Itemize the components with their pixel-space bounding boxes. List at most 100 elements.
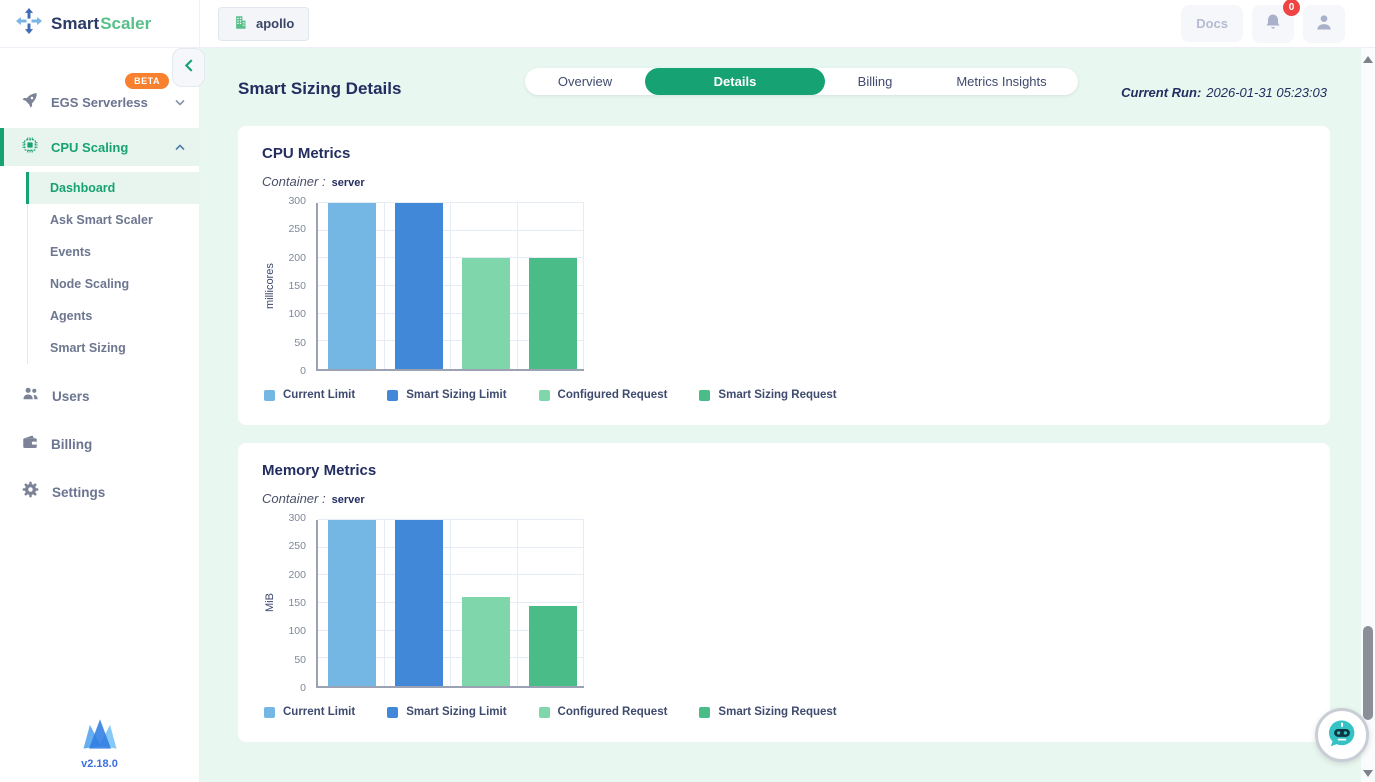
- y-tick-200: 200: [288, 568, 306, 581]
- card-title: CPU Metrics: [262, 145, 351, 162]
- legend-item-smart-sizing-request[interactable]: Smart Sizing Request: [699, 389, 837, 401]
- sidebar-item-cpu-scaling[interactable]: CPU Scaling: [0, 128, 199, 166]
- user-icon: [1314, 12, 1334, 35]
- sidebar-item-egs-serverless[interactable]: EGS Serverless BETA: [0, 73, 199, 122]
- y-axis-unit-label: MiB: [264, 593, 276, 613]
- sidebar-item-billing[interactable]: Billing: [0, 420, 199, 468]
- y-tick-300: 300: [288, 195, 306, 207]
- legend-item-current-limit[interactable]: Current Limit: [264, 389, 355, 401]
- page-title: Smart Sizing Details: [238, 79, 402, 98]
- content-header: Smart Sizing Details Overview Details Bill…: [200, 48, 1375, 126]
- scroll-up-arrow[interactable]: [1361, 52, 1375, 66]
- y-axis-ticks: 0 50 100 150 200 250 300: [278, 512, 316, 694]
- memory-metrics-chart: MiB 0 50 100 150 200 250 300 Current Limit Smar…: [262, 512, 1306, 718]
- cpu-scaling-submenu: Dashboard Ask Smart Scaler Events Node Scal…: [26, 172, 199, 364]
- tab-details[interactable]: Details: [645, 68, 825, 95]
- container-line: Container : server: [262, 491, 1306, 506]
- topbar: Smart Scaler apollo Docs: [0, 0, 1375, 48]
- tab-bar: Overview Details Billing Metrics Insights: [525, 68, 1078, 95]
- rocket-icon: [21, 91, 39, 114]
- chevron-up-icon: [175, 143, 185, 151]
- tab-metrics-insights[interactable]: Metrics Insights: [956, 74, 1047, 89]
- gridline: [318, 257, 584, 259]
- gridline: [318, 202, 584, 203]
- chatbot-icon: [1324, 716, 1360, 755]
- bar-current-limit: [327, 203, 376, 369]
- gear-icon: [21, 480, 40, 504]
- sidebar-item-node-scaling[interactable]: Node Scaling: [50, 277, 130, 291]
- gridline: [318, 602, 584, 603]
- legend-swatch: [699, 389, 711, 401]
- gridline: [318, 312, 584, 314]
- y-tick-150: 150: [288, 280, 306, 292]
- legend-swatch: [538, 389, 550, 401]
- scrollbar[interactable]: [1361, 48, 1375, 782]
- legend-item-configured-request[interactable]: Configured Request: [538, 706, 667, 718]
- current-run-value: 2026-01-31 05:23:03: [1206, 85, 1327, 100]
- beta-badge: BETA: [125, 73, 169, 89]
- docs-button[interactable]: Docs: [1181, 5, 1243, 42]
- sidebar-item-agents[interactable]: Agents: [50, 309, 93, 323]
- sidebar-collapse-button[interactable]: [172, 48, 205, 87]
- user-avatar-button[interactable]: [1303, 4, 1345, 43]
- legend-item-smart-sizing-limit[interactable]: Smart Sizing Limit: [387, 706, 507, 718]
- legend-label: Configured Request: [557, 389, 668, 401]
- sidebar-item-settings[interactable]: Settings: [0, 468, 199, 516]
- legend-swatch: [387, 706, 399, 718]
- bar-configured-request: [461, 258, 510, 369]
- sidebar-item-label: Settings: [52, 484, 106, 500]
- sidebar-item-label: EGS Serverless: [51, 94, 148, 110]
- tab-billing[interactable]: Billing: [857, 74, 893, 89]
- chevron-down-icon: [175, 99, 185, 106]
- legend-item-current-limit[interactable]: Current Limit: [264, 706, 355, 718]
- gridline: [318, 574, 584, 576]
- notifications-button[interactable]: 0: [1252, 0, 1300, 43]
- container-label: Container :: [262, 174, 326, 189]
- legend-swatch: [699, 706, 711, 718]
- legend-swatch: [264, 389, 275, 401]
- bar-smart-sizing-request: [528, 258, 577, 369]
- y-tick-0: 0: [300, 682, 306, 694]
- container-line: Container : server: [262, 174, 1306, 189]
- sidebar-item-ask-smart-scaler[interactable]: Ask Smart Scaler: [50, 213, 153, 227]
- scroll-down-arrow[interactable]: [1361, 766, 1375, 780]
- sidebar-item-dashboard[interactable]: Dashboard: [26, 172, 199, 204]
- sidebar-item-events[interactable]: Events: [50, 245, 91, 259]
- chart-legend: Current Limit Smart Sizing Limit Configure…: [264, 389, 1306, 401]
- chatbot-button[interactable]: [1315, 708, 1369, 762]
- gridline: [318, 519, 584, 520]
- gridline: [450, 203, 451, 369]
- legend-item-configured-request[interactable]: Configured Request: [538, 389, 668, 401]
- gridline: [450, 520, 451, 686]
- scroll-thumb[interactable]: [1363, 626, 1373, 720]
- sidebar-item-label: Billing: [51, 436, 93, 452]
- bell-icon: [1263, 12, 1283, 35]
- legend-label: Current Limit: [283, 706, 356, 718]
- gridline: [318, 229, 584, 231]
- gridline: [318, 546, 584, 548]
- gridline: [318, 340, 584, 342]
- chevron-left-icon: [184, 58, 193, 77]
- y-tick-300: 300: [288, 512, 306, 524]
- y-axis-ticks: 0 50 100 150 200 250 300: [278, 195, 316, 377]
- gridline: [318, 657, 584, 659]
- legend-item-smart-sizing-limit[interactable]: Smart Sizing Limit: [387, 389, 507, 401]
- org-selector-button[interactable]: apollo: [218, 6, 310, 41]
- sidebar-item-smart-sizing[interactable]: Smart Sizing: [50, 341, 126, 355]
- y-tick-250: 250: [288, 540, 306, 553]
- app-version: v2.18.0: [81, 758, 118, 770]
- container-value: server: [331, 494, 365, 506]
- legend-label: Smart Sizing Limit: [406, 389, 507, 401]
- y-tick-250: 250: [288, 223, 306, 236]
- app-logo[interactable]: Smart Scaler: [0, 0, 200, 47]
- sidebar-item-users[interactable]: Users: [0, 372, 199, 420]
- chart-legend: Current Limit Smart Sizing Limit Configure…: [264, 706, 1306, 718]
- tab-overview[interactable]: Overview: [557, 74, 613, 89]
- topbar-actions: Docs 0: [1181, 0, 1375, 43]
- y-tick-50: 50: [294, 336, 306, 349]
- move-arrows-logo-icon: [16, 8, 42, 39]
- plot-area: [316, 519, 584, 688]
- users-icon: [21, 384, 40, 408]
- y-axis-unit-label: millicores: [264, 263, 276, 309]
- legend-item-smart-sizing-request[interactable]: Smart Sizing Request: [699, 706, 837, 718]
